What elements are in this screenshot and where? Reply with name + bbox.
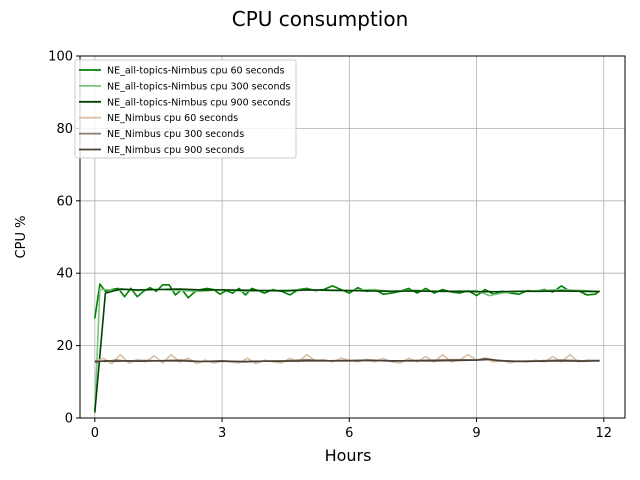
chart-title: CPU consumption <box>232 7 409 31</box>
legend-entry: NE_Nimbus cpu 300 seconds <box>107 129 244 140</box>
y-tick-label: 0 <box>65 412 73 427</box>
y-tick-label: 40 <box>56 267 73 282</box>
legend-entry: NE_Nimbus cpu 900 seconds <box>107 145 244 156</box>
plot-frame <box>79 55 626 419</box>
x-tick-label: 12 <box>596 426 613 441</box>
x-axis-label: Hours <box>325 446 372 465</box>
legend: NE_all-topics-Nimbus cpu 60 seconds NE_al… <box>74 59 297 159</box>
y-tick-label: 20 <box>56 339 73 354</box>
y-tick-label: 60 <box>56 194 73 209</box>
legend-entry: NE_all-topics-Nimbus cpu 900 seconds <box>107 97 291 108</box>
x-axis-ticks: 0 3 6 9 12 <box>91 418 612 441</box>
series-line-3 <box>94 288 600 413</box>
legend-entry: NE_Nimbus cpu 60 seconds <box>107 113 238 124</box>
x-tick-label: 3 <box>218 426 226 441</box>
x-tick-label: 6 <box>345 426 353 441</box>
y-tick-label: 80 <box>56 122 73 137</box>
legend-entry: NE_all-topics-Nimbus cpu 300 seconds <box>107 81 291 92</box>
series-lines <box>94 283 601 413</box>
x-tick-label: 0 <box>91 426 99 441</box>
y-axis-label: CPU % <box>14 216 29 259</box>
legend-entry: NE_all-topics-Nimbus cpu 60 seconds <box>107 66 284 77</box>
series-line-6 <box>94 358 600 363</box>
y-tick-label: 100 <box>48 50 73 65</box>
legend-box <box>74 59 297 159</box>
x-tick-label: 9 <box>472 426 480 441</box>
